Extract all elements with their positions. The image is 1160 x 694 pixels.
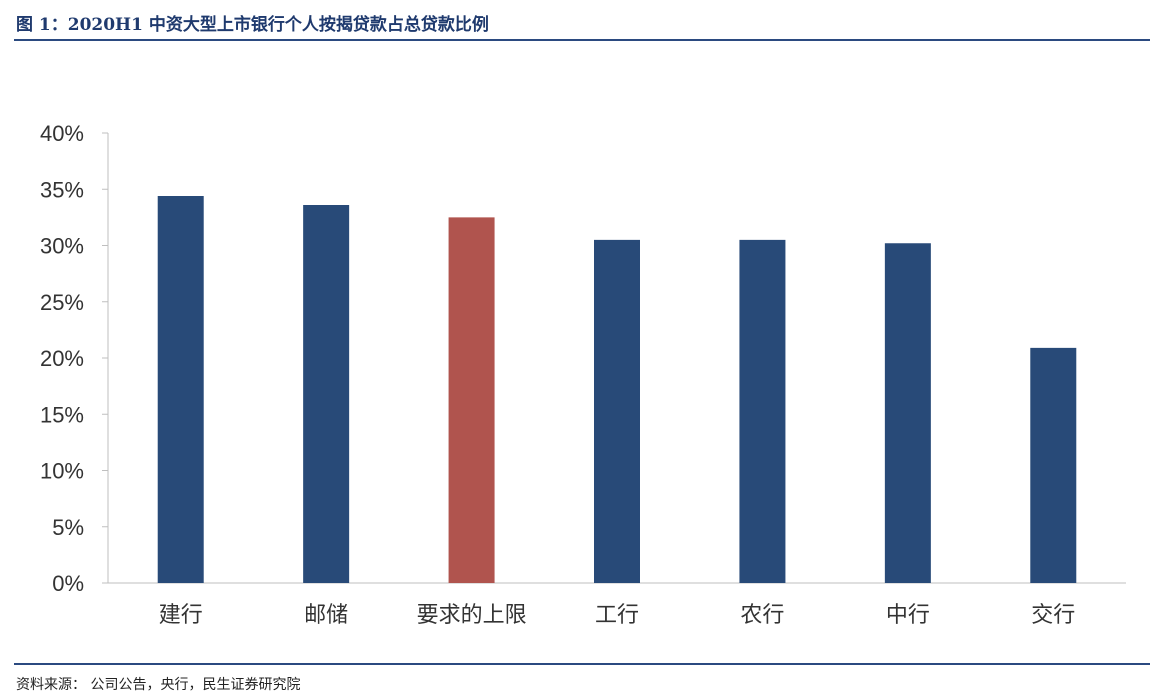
y-tick-label: 30% (40, 234, 84, 259)
y-tick-label: 10% (40, 459, 84, 484)
footer-divider (14, 663, 1150, 665)
y-tick-label: 5% (52, 515, 84, 540)
bar (303, 205, 350, 583)
bar (1030, 347, 1077, 583)
x-category-label: 农行 (740, 603, 784, 628)
bar (157, 196, 204, 583)
x-category-label: 建行 (159, 603, 203, 628)
chart-title: 图 1：2020H1 中资大型上市银行个人按揭贷款占总贷款比例 (16, 15, 489, 35)
source-note: 资料来源： 公司公告，央行，民生证券研究院 (16, 677, 301, 693)
bar-chart: 0% 5% 10% 15% 20% 25% 30% 35% 40% 建行 邮储 要求的上限 工行 农行 中行… (40, 121, 1126, 628)
y-tick-label: 40% (40, 121, 84, 146)
bar (594, 239, 640, 583)
y-tick-label: 20% (40, 346, 84, 371)
bar (739, 239, 786, 583)
y-tick-label: 35% (40, 177, 84, 202)
x-category-label: 要求的上限 (417, 603, 527, 628)
x-category-label: 工行 (595, 603, 639, 628)
title-divider (14, 39, 1150, 41)
x-category-label: 邮储 (304, 603, 348, 628)
y-tick-label: 0% (52, 571, 84, 596)
x-category-label: 中行 (886, 603, 930, 628)
bar (884, 243, 931, 583)
x-category-label: 交行 (1031, 603, 1075, 628)
bar (448, 217, 495, 583)
y-tick-label: 15% (40, 402, 84, 427)
y-tick-label: 25% (40, 290, 84, 315)
